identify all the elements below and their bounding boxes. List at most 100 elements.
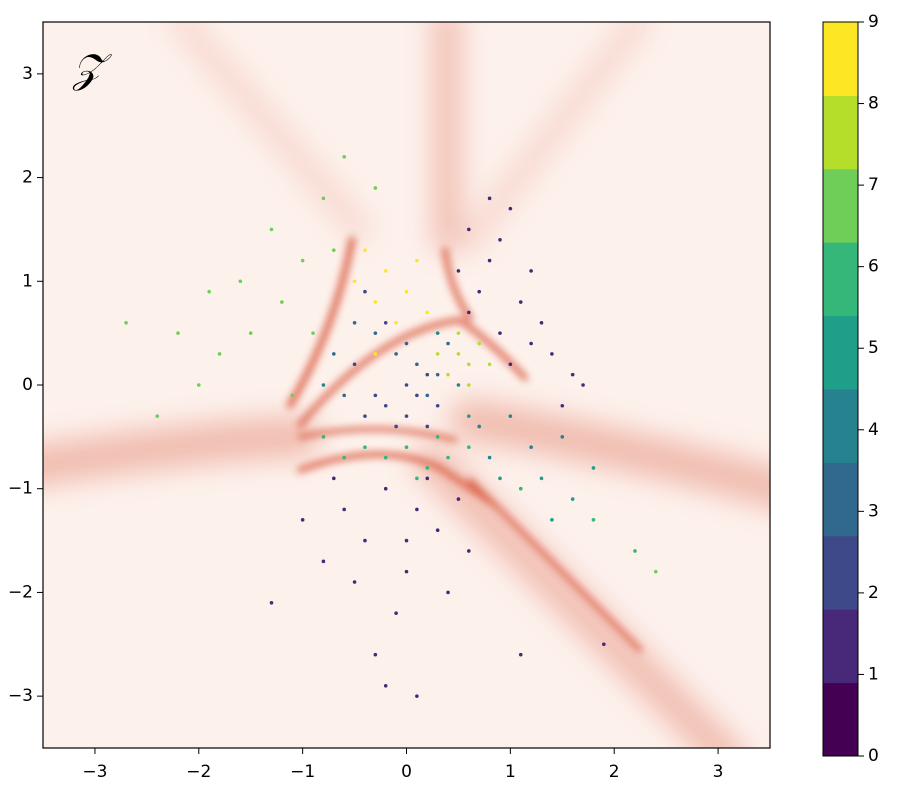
colorbar-band [823, 315, 858, 390]
point [487, 258, 492, 263]
point [487, 362, 492, 367]
point [321, 435, 326, 439]
point [415, 362, 419, 367]
point [373, 352, 378, 356]
point [269, 601, 274, 605]
point [269, 227, 274, 232]
point [498, 238, 502, 242]
point [591, 466, 596, 470]
colorbar-tick-label: 1 [868, 664, 879, 684]
x-tick-label: 2 [609, 762, 620, 782]
point [342, 507, 346, 512]
point [363, 538, 367, 543]
point [176, 331, 180, 335]
point [570, 497, 575, 501]
point [383, 455, 388, 460]
point [404, 383, 409, 387]
point [342, 455, 346, 460]
colorbar-frame [822, 21, 859, 757]
colorbar-tick-label: 8 [868, 94, 879, 114]
point [404, 538, 409, 543]
point [560, 435, 565, 439]
point [383, 269, 388, 273]
point [456, 352, 461, 356]
colorbar-band [823, 682, 858, 757]
x-tick-label: −3 [82, 762, 107, 782]
point [352, 362, 357, 367]
y-tick-label: 3 [22, 64, 33, 84]
point [550, 352, 554, 356]
point [570, 372, 575, 377]
point [581, 383, 585, 387]
x-tick-label: −1 [290, 762, 315, 782]
x-tick-label: 1 [505, 762, 516, 782]
point [508, 362, 513, 367]
y-tick-label: 2 [22, 168, 33, 188]
colorbar-tick-label: 0 [868, 746, 879, 766]
point [435, 403, 440, 408]
point [373, 393, 378, 398]
colorbar-tick-label: 3 [868, 501, 879, 521]
point [383, 486, 388, 491]
point [321, 383, 326, 387]
point [383, 403, 388, 408]
point [456, 331, 461, 335]
point [456, 269, 461, 273]
point [425, 393, 430, 398]
point [633, 549, 637, 553]
point [498, 331, 502, 335]
colorbar-band [823, 168, 858, 243]
point [529, 341, 533, 346]
point [508, 206, 513, 211]
x-tick-label: −2 [186, 762, 211, 782]
point [518, 486, 523, 491]
point [321, 559, 326, 564]
point [456, 383, 461, 387]
point [467, 383, 471, 387]
point [550, 518, 554, 522]
point [207, 289, 211, 294]
point [591, 518, 596, 522]
colorbar-band [823, 242, 858, 317]
y-tick-label: 1 [22, 271, 33, 291]
point [363, 414, 367, 418]
point [363, 445, 367, 450]
point [404, 341, 409, 346]
point [394, 424, 398, 429]
colorbar-tick-label: 7 [868, 175, 879, 195]
colorbar-tick-label: 6 [868, 257, 879, 277]
point [467, 549, 471, 553]
y-tick-label: −3 [8, 686, 33, 706]
point [415, 476, 419, 481]
point [435, 352, 440, 356]
point [477, 341, 482, 346]
point [560, 403, 565, 408]
point [602, 642, 606, 647]
point [332, 248, 336, 252]
point [311, 331, 315, 335]
colorbar-tick-label: 2 [868, 583, 879, 603]
colorbar-band [823, 95, 858, 170]
point [435, 331, 440, 335]
point [487, 455, 492, 460]
point [404, 569, 409, 574]
point [383, 320, 388, 325]
point [383, 683, 388, 688]
point [415, 507, 419, 512]
point [425, 310, 430, 315]
point [363, 289, 367, 294]
point [653, 569, 658, 574]
point [529, 445, 533, 450]
colorbar-tick-label: 9 [868, 12, 879, 32]
y-tick-label: 0 [22, 375, 33, 395]
point [290, 393, 295, 398]
y-tick-label: −2 [8, 582, 33, 602]
point [435, 435, 440, 439]
point [446, 372, 450, 377]
point [446, 590, 450, 595]
point [217, 352, 222, 356]
point [415, 258, 419, 263]
point [404, 414, 409, 418]
point [435, 372, 440, 377]
